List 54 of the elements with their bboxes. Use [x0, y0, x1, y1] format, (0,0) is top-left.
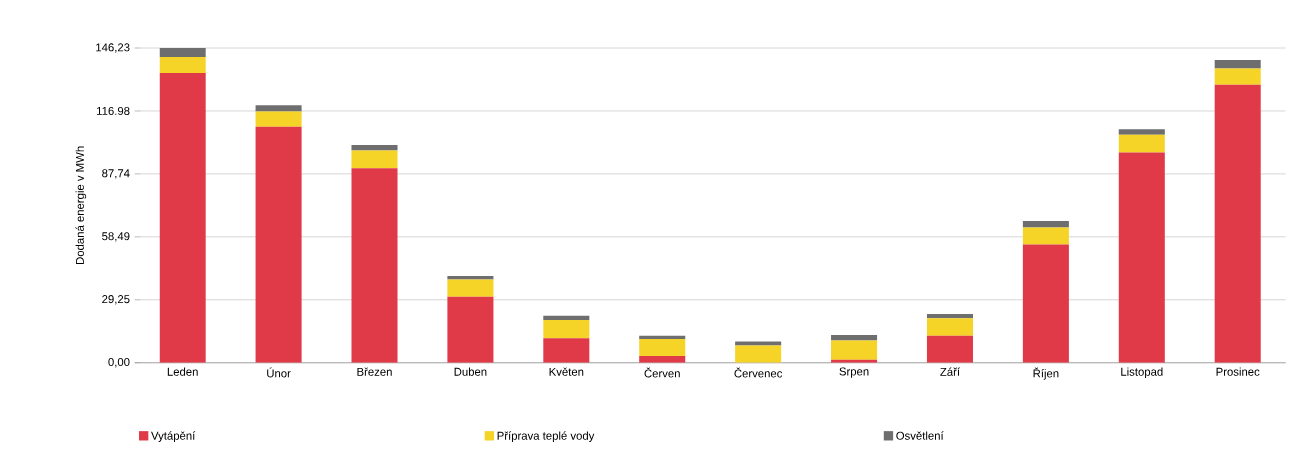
x-tick-label: Červenec: [734, 367, 783, 378]
bar: [926, 317, 973, 336]
x-tick-label: Červen: [644, 367, 680, 378]
bar: [1118, 129, 1165, 135]
y-tick-label: 58,49: [102, 231, 130, 242]
bar: [159, 47, 206, 57]
x-tick-label: Únor: [267, 367, 291, 378]
bar: [543, 315, 590, 320]
bar: [159, 72, 206, 363]
x-tick-label: Září: [940, 367, 960, 376]
bar: [351, 150, 398, 168]
x-tick-label: Duben: [454, 367, 487, 376]
y-axis-title: Dodaná energie v MWh: [75, 146, 87, 264]
bar: [255, 126, 302, 363]
bar: [159, 56, 206, 73]
bar: [1022, 220, 1069, 228]
bar: [831, 340, 878, 360]
x-tick-label: Prosinec: [1216, 367, 1260, 376]
x-tick-label: Říjen: [1033, 367, 1059, 380]
bar: [926, 313, 973, 318]
bar: [255, 111, 302, 127]
y-tick-label: 29,25: [102, 294, 130, 305]
bar: [1214, 59, 1261, 69]
bar: [351, 167, 398, 363]
bar: [735, 345, 782, 363]
legend-label: Osvětlení: [896, 431, 944, 440]
bar: [447, 279, 494, 297]
bar: [255, 105, 302, 112]
legend-label: Vytápění: [151, 431, 196, 442]
bar: [1022, 244, 1069, 363]
legend-label: Příprava teplé vody: [497, 431, 595, 442]
bar: [351, 144, 398, 151]
bar: [447, 296, 494, 363]
bar: [639, 355, 686, 363]
x-tick-label: Leden: [167, 367, 198, 376]
bar: [543, 337, 590, 363]
x-tick-label: Květen: [549, 367, 584, 376]
bar: [1118, 134, 1165, 153]
x-tick-label: Březen: [357, 367, 392, 376]
x-tick-label: Listopad: [1121, 367, 1163, 378]
y-tick-label: 0,00: [108, 357, 130, 368]
bar: [831, 334, 878, 341]
bar: [1022, 227, 1069, 245]
bar: [1118, 152, 1165, 363]
bar: [1214, 68, 1261, 85]
bar: [735, 341, 782, 346]
y-tick-label: 116.98: [97, 106, 130, 115]
y-tick-label: 87,74: [102, 169, 130, 179]
bar: [543, 319, 590, 338]
y-tick-label: 146,23: [96, 43, 130, 53]
bar: [639, 338, 686, 356]
x-tick-label: Srpen: [839, 367, 869, 378]
bar: [926, 335, 973, 363]
bar: [1214, 84, 1261, 363]
